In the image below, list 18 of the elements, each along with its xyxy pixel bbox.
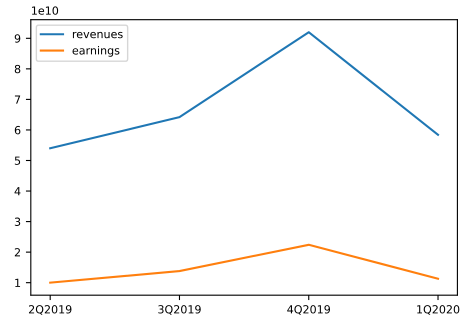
legend-label: earnings [72, 46, 120, 57]
x-tick-label: 4Q2019 [287, 305, 330, 315]
y-tick-label: 4 [14, 187, 20, 196]
y-tick-label: 9 [14, 34, 20, 43]
y-tick-label: 2 [14, 248, 20, 256]
y-tick-label: 1 [15, 278, 20, 287]
y-tick-label: 7 [14, 96, 20, 104]
y-tick-label: 5 [14, 156, 20, 165]
line-series [49, 31, 440, 150]
x-tick-label: 3Q2019 [158, 305, 201, 315]
x-tick-label: 1Q2020 [417, 305, 460, 315]
x-tick-label: 2Q2019 [28, 305, 72, 315]
legend-label: revenues [72, 32, 123, 38]
y-tick-label: 3 [14, 218, 20, 226]
line-series [49, 244, 440, 284]
text: 1e10 [32, 6, 58, 15]
y-tick-label: 8 [14, 64, 20, 74]
y-tick-label: 6 [14, 126, 20, 134]
